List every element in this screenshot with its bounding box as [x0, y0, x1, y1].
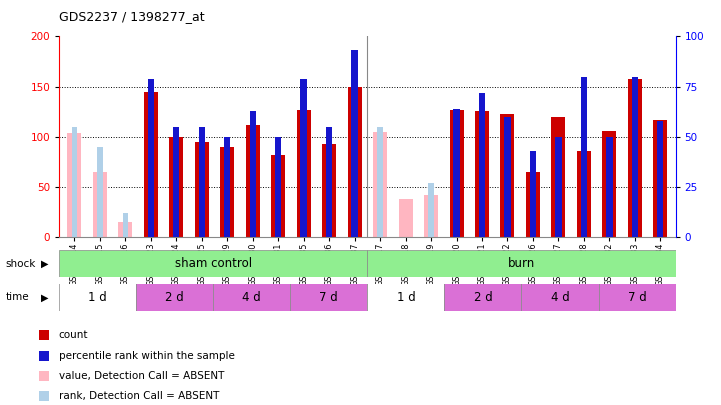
- Bar: [71, 127, 77, 237]
- Bar: [249, 111, 256, 237]
- Bar: [143, 92, 158, 237]
- Bar: [322, 144, 336, 237]
- Bar: [224, 137, 231, 237]
- Bar: [220, 147, 234, 237]
- Text: 7 d: 7 d: [628, 291, 647, 304]
- Bar: [399, 199, 412, 237]
- Bar: [275, 137, 281, 237]
- Text: 7 d: 7 d: [319, 291, 338, 304]
- Text: sham control: sham control: [174, 257, 252, 270]
- Bar: [449, 110, 464, 237]
- Bar: [628, 79, 642, 237]
- Bar: [173, 127, 180, 237]
- Bar: [351, 51, 358, 237]
- Bar: [123, 213, 128, 237]
- Bar: [271, 155, 286, 237]
- Bar: [118, 222, 133, 237]
- Bar: [657, 121, 663, 237]
- Bar: [555, 137, 562, 237]
- Bar: [348, 87, 362, 237]
- Bar: [444, 284, 521, 311]
- Bar: [59, 250, 368, 277]
- Bar: [577, 151, 591, 237]
- Bar: [428, 183, 434, 237]
- Bar: [368, 250, 676, 277]
- Text: 1 d: 1 d: [397, 291, 415, 304]
- Text: burn: burn: [508, 257, 535, 270]
- Bar: [59, 284, 136, 311]
- Text: time: time: [6, 292, 30, 302]
- Bar: [67, 133, 81, 237]
- Bar: [521, 284, 598, 311]
- Text: rank, Detection Call = ABSENT: rank, Detection Call = ABSENT: [59, 392, 219, 401]
- Bar: [454, 109, 460, 237]
- Bar: [148, 79, 154, 237]
- Bar: [301, 79, 307, 237]
- Text: shock: shock: [6, 259, 36, 269]
- Bar: [377, 127, 383, 237]
- Bar: [475, 111, 489, 237]
- Bar: [97, 147, 102, 237]
- Bar: [368, 284, 444, 311]
- Text: ▶: ▶: [41, 292, 48, 302]
- Text: 2 d: 2 d: [165, 291, 184, 304]
- Bar: [479, 93, 485, 237]
- Bar: [213, 284, 291, 311]
- Text: 4 d: 4 d: [242, 291, 261, 304]
- Bar: [598, 284, 676, 311]
- Text: count: count: [59, 330, 88, 340]
- Bar: [195, 142, 209, 237]
- Bar: [526, 172, 540, 237]
- Bar: [291, 284, 368, 311]
- Bar: [326, 127, 332, 237]
- Bar: [530, 151, 536, 237]
- Bar: [198, 127, 205, 237]
- Bar: [504, 117, 510, 237]
- Bar: [373, 132, 387, 237]
- Text: value, Detection Call = ABSENT: value, Detection Call = ABSENT: [59, 371, 224, 381]
- Bar: [136, 284, 213, 311]
- Bar: [606, 137, 613, 237]
- Text: ▶: ▶: [41, 259, 48, 269]
- Bar: [552, 117, 565, 237]
- Bar: [169, 137, 183, 237]
- Text: GDS2237 / 1398277_at: GDS2237 / 1398277_at: [59, 10, 205, 23]
- Bar: [93, 172, 107, 237]
- Bar: [580, 77, 587, 237]
- Bar: [653, 119, 668, 237]
- Bar: [246, 125, 260, 237]
- Text: 1 d: 1 d: [88, 291, 107, 304]
- Bar: [500, 114, 515, 237]
- Text: 4 d: 4 d: [551, 291, 570, 304]
- Text: percentile rank within the sample: percentile rank within the sample: [59, 351, 234, 361]
- Bar: [296, 110, 311, 237]
- Bar: [632, 77, 638, 237]
- Text: 2 d: 2 d: [474, 291, 492, 304]
- Bar: [424, 195, 438, 237]
- Bar: [602, 131, 616, 237]
